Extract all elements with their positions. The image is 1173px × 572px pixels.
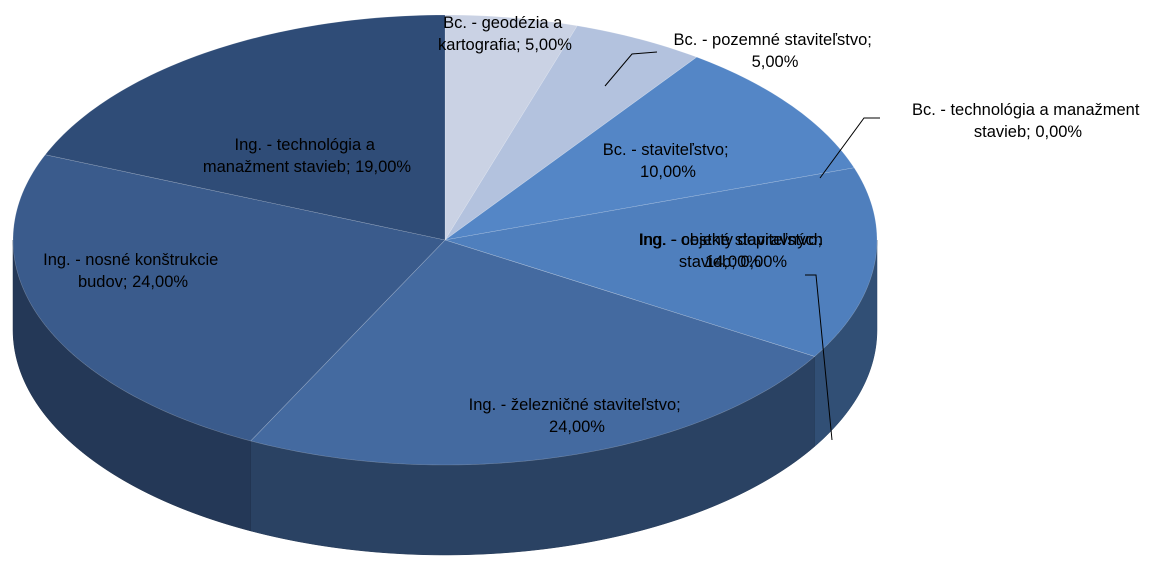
slice xyxy=(44,14,446,241)
data-label: Ing. - objekty dopravných stavieb; 0,00% xyxy=(639,231,828,271)
slice xyxy=(444,25,698,241)
slice xyxy=(444,56,855,241)
data-label: Bc. - pozemné staviteľstvo; 5,00% xyxy=(674,31,877,71)
data-label: Bc. - geodézia a kartografia; 5,00% xyxy=(438,14,572,54)
slice xyxy=(12,154,446,442)
slice xyxy=(444,14,578,242)
data-label: Bc. - staviteľstvo; 10,00% xyxy=(603,141,733,181)
slice xyxy=(250,239,816,466)
data-label: Ing. - železničné staviteľstvo; 24,00% xyxy=(469,396,686,436)
data-label: Bc. - technológia a manažment stavieb; 0… xyxy=(912,101,1144,141)
leader-line xyxy=(604,51,658,87)
data-label: Ing. - technológia a manažment stavieb; … xyxy=(203,136,412,176)
slice-side xyxy=(12,239,251,532)
leader-line xyxy=(805,274,833,441)
slice xyxy=(444,167,878,357)
leader-line xyxy=(819,117,880,179)
data-label: Ing. - cestné staviteľstvo; 14,00% xyxy=(639,231,826,271)
data-label: Ing. - nosné konštrukcie budov; 24,00% xyxy=(43,251,223,291)
